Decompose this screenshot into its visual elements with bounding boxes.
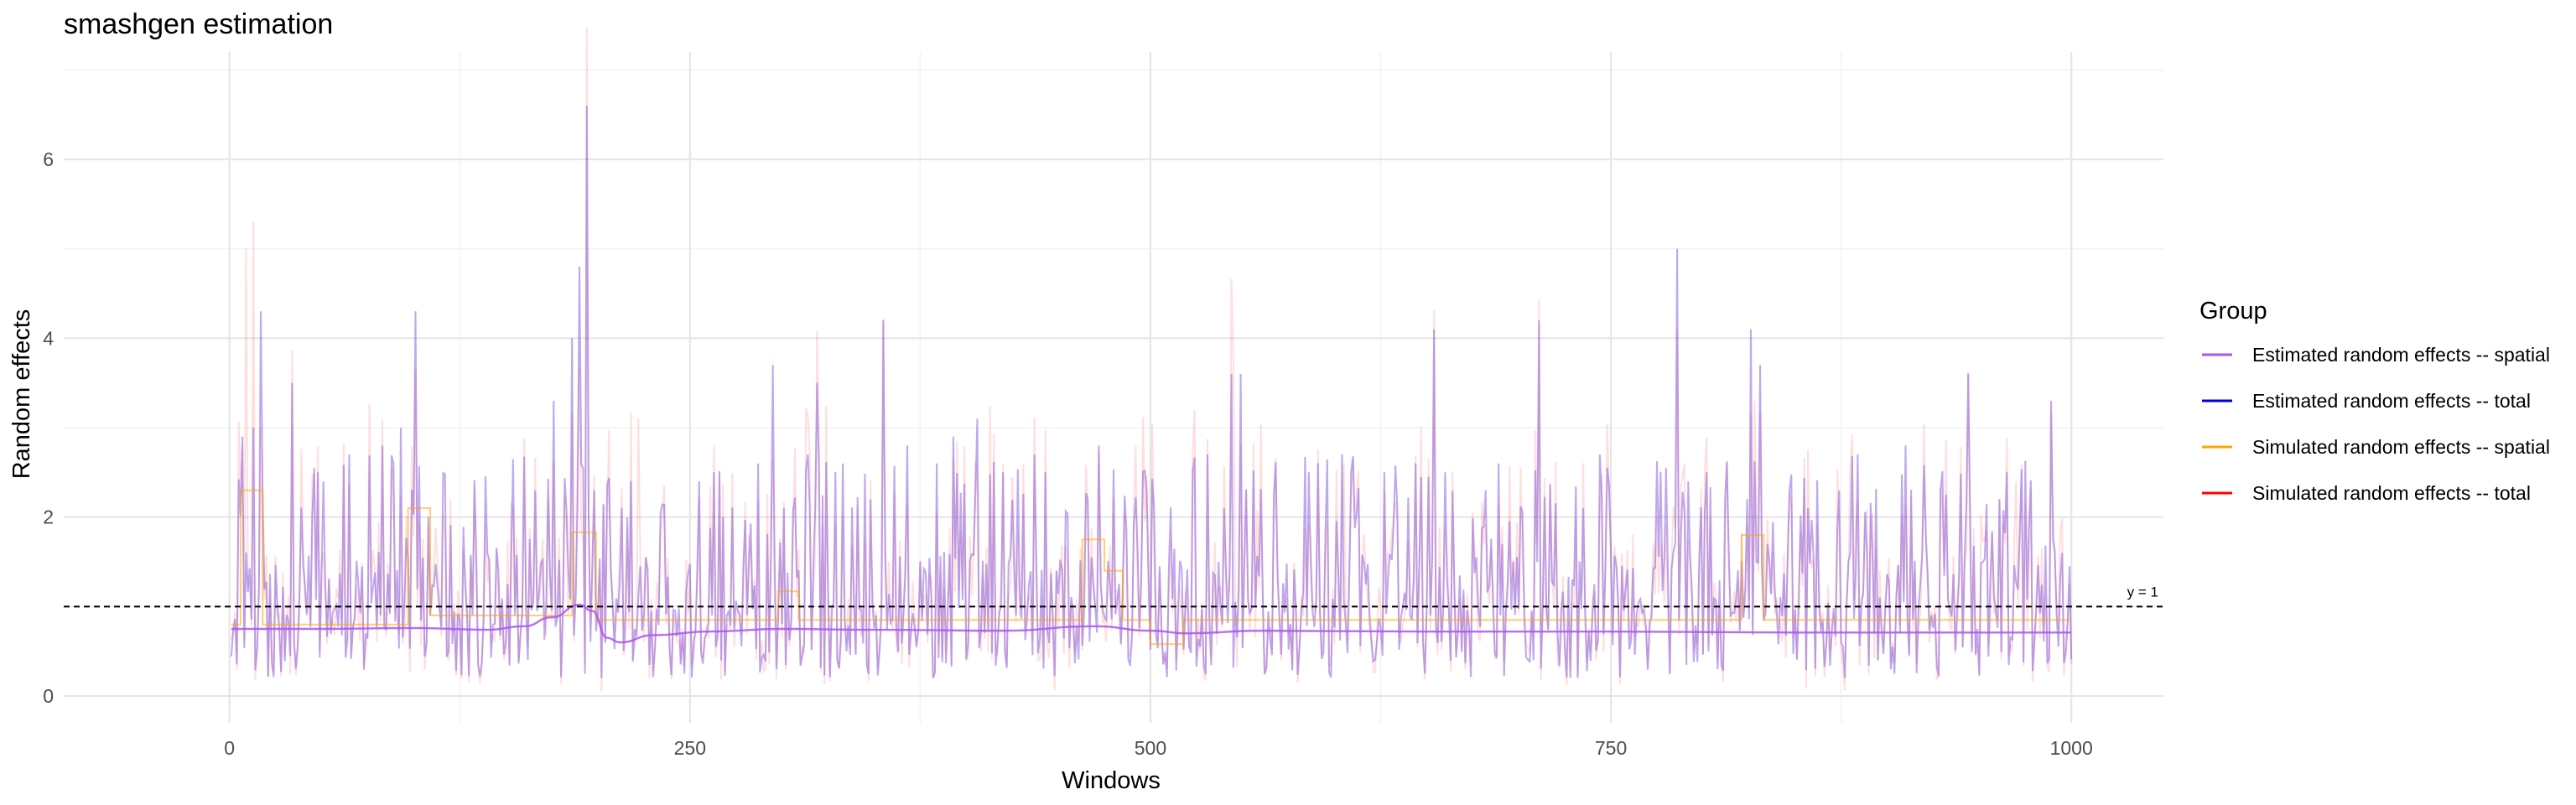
plot-series — [230, 27, 2073, 692]
y-tick-label: 6 — [43, 148, 54, 170]
series-estimated-spatial — [231, 603, 2072, 644]
axis-ticks: 0 250 500 750 1000 0 2 4 6 — [43, 148, 2093, 759]
legend-label: Estimated random effects -- total — [2252, 390, 2531, 412]
hline-label: y = 1 — [2127, 584, 2158, 600]
x-tick-label: 0 — [224, 737, 235, 759]
y-axis-title: Random effects — [8, 309, 35, 480]
x-tick-label: 250 — [674, 737, 706, 759]
y-tick-label: 4 — [43, 327, 54, 349]
y-tick-label: 2 — [43, 506, 54, 528]
x-tick-label: 1000 — [2050, 737, 2093, 759]
plot-grid — [64, 52, 2163, 723]
series-estimated-total-tint — [230, 105, 2073, 678]
x-tick-label: 500 — [1135, 737, 1166, 759]
legend-label: Estimated random effects -- spatial — [2252, 344, 2550, 366]
y-tick-label: 0 — [43, 685, 54, 707]
x-axis-title: Windows — [1062, 767, 1161, 794]
series-simulated-total — [230, 27, 2073, 692]
legend-label: Simulated random effects -- spatial — [2252, 436, 2550, 458]
x-tick-label: 750 — [1595, 737, 1627, 759]
legend-label: Simulated random effects -- total — [2252, 482, 2531, 504]
reference-line: y = 1 — [64, 584, 2163, 608]
legend: Group Estimated random effects -- spatia… — [2199, 298, 2550, 504]
series-simulated-spatial — [231, 489, 2072, 646]
chart-title: smashgen estimation — [64, 8, 333, 40]
legend-entries: Estimated random effects -- spatial Estim… — [2202, 344, 2550, 504]
series-estimated-total — [230, 105, 2073, 678]
legend-title: Group — [2199, 298, 2267, 325]
